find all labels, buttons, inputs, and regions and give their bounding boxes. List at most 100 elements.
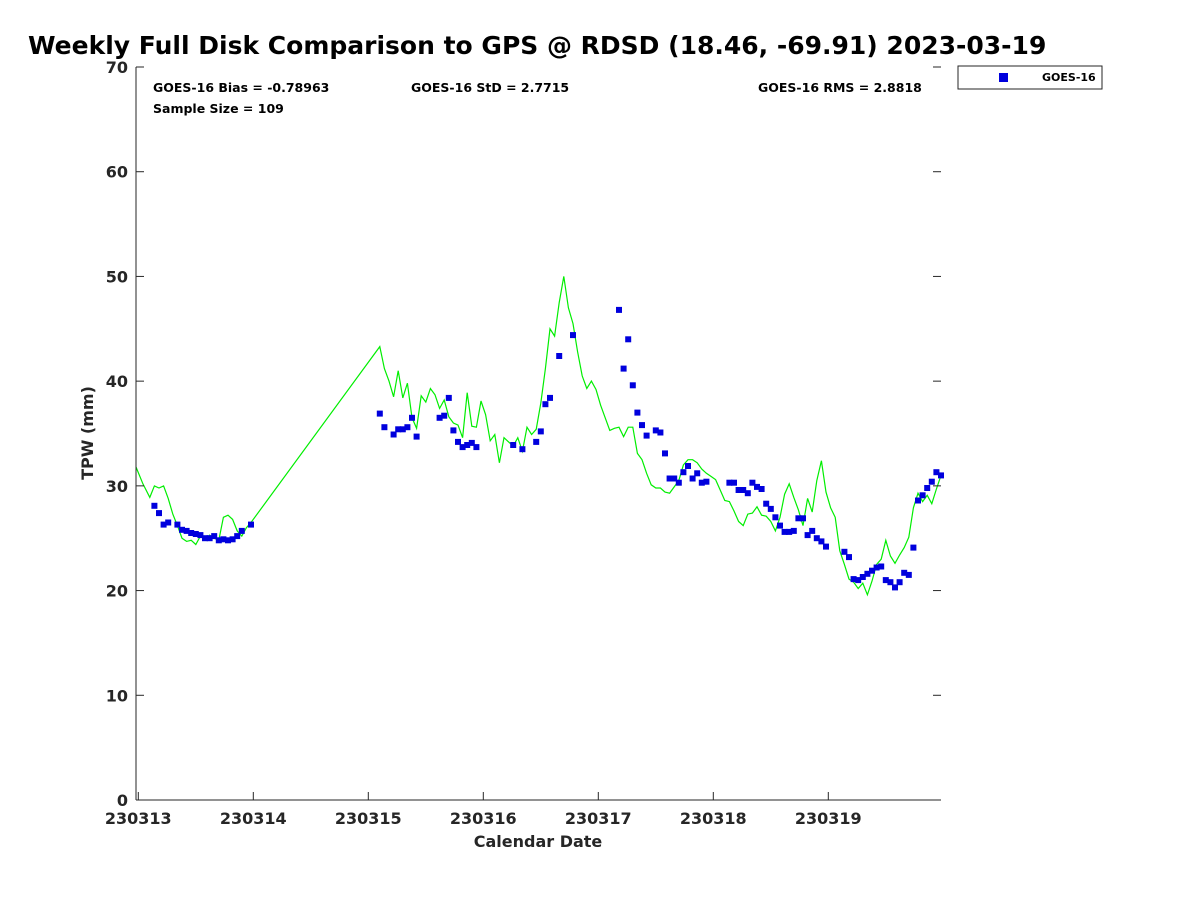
goes16-point: [758, 486, 765, 492]
goes16-point: [694, 470, 701, 477]
goes16-point: [763, 500, 770, 507]
goes16-point: [754, 483, 760, 490]
goes16-point: [800, 515, 806, 522]
goes16-point: [933, 469, 940, 476]
goes16-point: [211, 533, 218, 540]
goes16-point: [542, 401, 549, 408]
goes16-point: [639, 422, 645, 429]
goes16-point: [445, 394, 452, 401]
goes16-point: [680, 469, 687, 476]
goes16-point: [533, 438, 540, 445]
y-tick-label: 30: [106, 477, 128, 496]
y-tick-label: 0: [117, 791, 128, 810]
y-tick-label: 50: [106, 267, 128, 286]
goes16-point: [643, 432, 650, 439]
goes16-point: [234, 533, 241, 540]
goes16-point: [919, 492, 926, 499]
rms-stat: GOES-16 RMS = 2.8818: [758, 80, 922, 95]
goes16-point: [703, 478, 710, 485]
goes16-point: [441, 412, 448, 419]
x-ticks: 230313 230314 230315 230316 230317 230318 2303…: [105, 792, 862, 828]
goes16-point: [455, 438, 461, 445]
goes16-point: [625, 336, 632, 343]
legend-marker-goes16: [999, 73, 1008, 82]
goes16-point: [823, 543, 829, 550]
goes16-point: [896, 579, 903, 586]
goes16-point: [220, 536, 227, 543]
goes16-point: [381, 424, 388, 431]
goes16-point: [905, 571, 912, 578]
y-tick-label: 60: [106, 163, 128, 182]
goes16-point: [689, 475, 696, 482]
goes16-point: [174, 521, 181, 528]
goes16-point: [390, 431, 397, 438]
goes16-point: [165, 519, 172, 526]
goes16-point: [873, 564, 880, 571]
goes16-point: [399, 426, 406, 433]
gps-line: [135, 276, 942, 597]
goes16-point: [869, 567, 875, 574]
x-tick-label: 230313: [105, 809, 172, 828]
goes16-point: [841, 548, 848, 555]
y-tick-label: 20: [106, 582, 128, 601]
goes16-point: [887, 579, 894, 586]
goes16-point: [744, 490, 751, 497]
goes16-point: [662, 450, 668, 457]
goes16-point: [616, 306, 622, 313]
goes16-point: [938, 472, 944, 479]
y-tick-label: 10: [106, 686, 128, 705]
goes16-point: [685, 463, 691, 469]
goes16-point: [192, 531, 199, 537]
std-stat: GOES-16 StD = 2.7715: [411, 80, 569, 95]
goes16-point: [547, 394, 553, 401]
goes16-point: [795, 515, 802, 522]
goes16-point: [786, 528, 793, 535]
goes16-point: [468, 439, 475, 446]
goes16-point: [179, 526, 185, 533]
goes16-point: [846, 554, 852, 561]
goes16-point: [777, 522, 783, 529]
goes16-point: [749, 479, 756, 486]
goes16-point: [151, 502, 158, 509]
goes16-point: [781, 528, 788, 535]
goes16-point: [537, 428, 544, 435]
goes16-point: [634, 409, 641, 416]
x-tick-label: 230314: [220, 809, 287, 828]
goes16-point: [197, 532, 204, 539]
goes16-point: [850, 576, 857, 583]
goes16-point: [464, 442, 471, 448]
goes16-point: [215, 537, 222, 544]
goes16-point: [620, 365, 627, 372]
goes16-point: [882, 577, 889, 584]
chart-title: Weekly Full Disk Comparison to GPS @ RDS…: [28, 31, 1046, 60]
goes16-point: [878, 563, 885, 570]
goes16-point: [735, 487, 742, 493]
goes16-point: [740, 487, 747, 493]
y-ticks: 0 10 20 30 40 50 60 70: [106, 58, 941, 810]
y-tick-label: 40: [106, 372, 128, 391]
goes16-point: [202, 535, 208, 542]
goes16-point: [864, 570, 871, 577]
goes16-point: [556, 353, 563, 359]
goes16-point: [818, 538, 825, 545]
goes16-point: [726, 479, 733, 486]
y-tick-label: 70: [106, 58, 128, 77]
goes16-point: [570, 332, 576, 339]
goes16-point: [772, 514, 779, 521]
goes16-point: [666, 475, 673, 482]
goes16-point: [731, 479, 737, 486]
legend-label-goes16: GOES-16: [1042, 71, 1096, 84]
goes16-scatter-series: [151, 306, 944, 591]
goes16-point: [928, 478, 935, 485]
goes16-point: [376, 410, 383, 417]
goes16-point: [671, 475, 678, 482]
sample-size-stat: Sample Size = 109: [153, 101, 284, 116]
y-axis-label: TPW (mm): [78, 386, 97, 480]
goes16-point: [675, 479, 682, 486]
goes16-point: [473, 444, 480, 451]
goes16-point: [519, 446, 526, 453]
goes16-point: [767, 505, 774, 512]
gps-line-series: [135, 276, 942, 597]
x-axis-label: Calendar Date: [474, 832, 603, 851]
goes16-point: [892, 584, 898, 591]
